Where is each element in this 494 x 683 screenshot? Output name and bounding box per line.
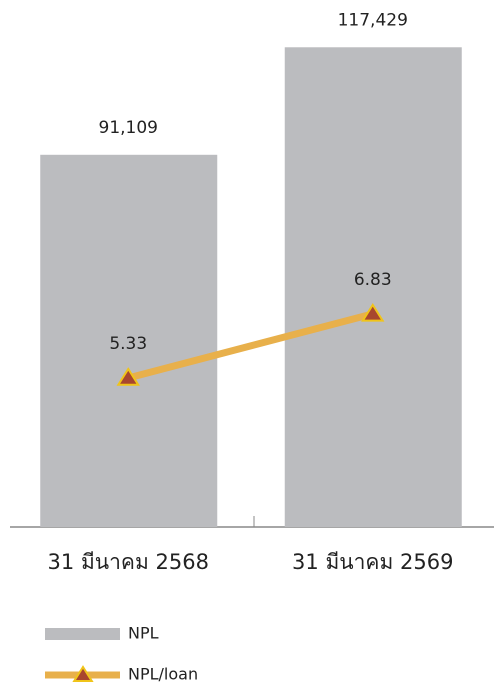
bar bbox=[284, 47, 462, 527]
data-label: 6.83 bbox=[354, 270, 392, 290]
marker bbox=[361, 303, 385, 322]
data-label: 117,429 bbox=[338, 10, 408, 30]
legend-label: NPL bbox=[128, 624, 159, 643]
line bbox=[127, 310, 374, 382]
data-label: 91,109 bbox=[99, 118, 158, 138]
data-label: 5.33 bbox=[109, 334, 147, 354]
x-tick-label: 31 มีนาคม 2568 bbox=[48, 550, 209, 574]
bar bbox=[40, 154, 218, 527]
x-tick-label: 31 มีนาคม 2569 bbox=[292, 550, 453, 574]
marker bbox=[116, 367, 140, 386]
legend-label: NPL/loan bbox=[128, 665, 198, 683]
legend-marker bbox=[72, 665, 94, 682]
legend-swatch bbox=[45, 628, 120, 640]
